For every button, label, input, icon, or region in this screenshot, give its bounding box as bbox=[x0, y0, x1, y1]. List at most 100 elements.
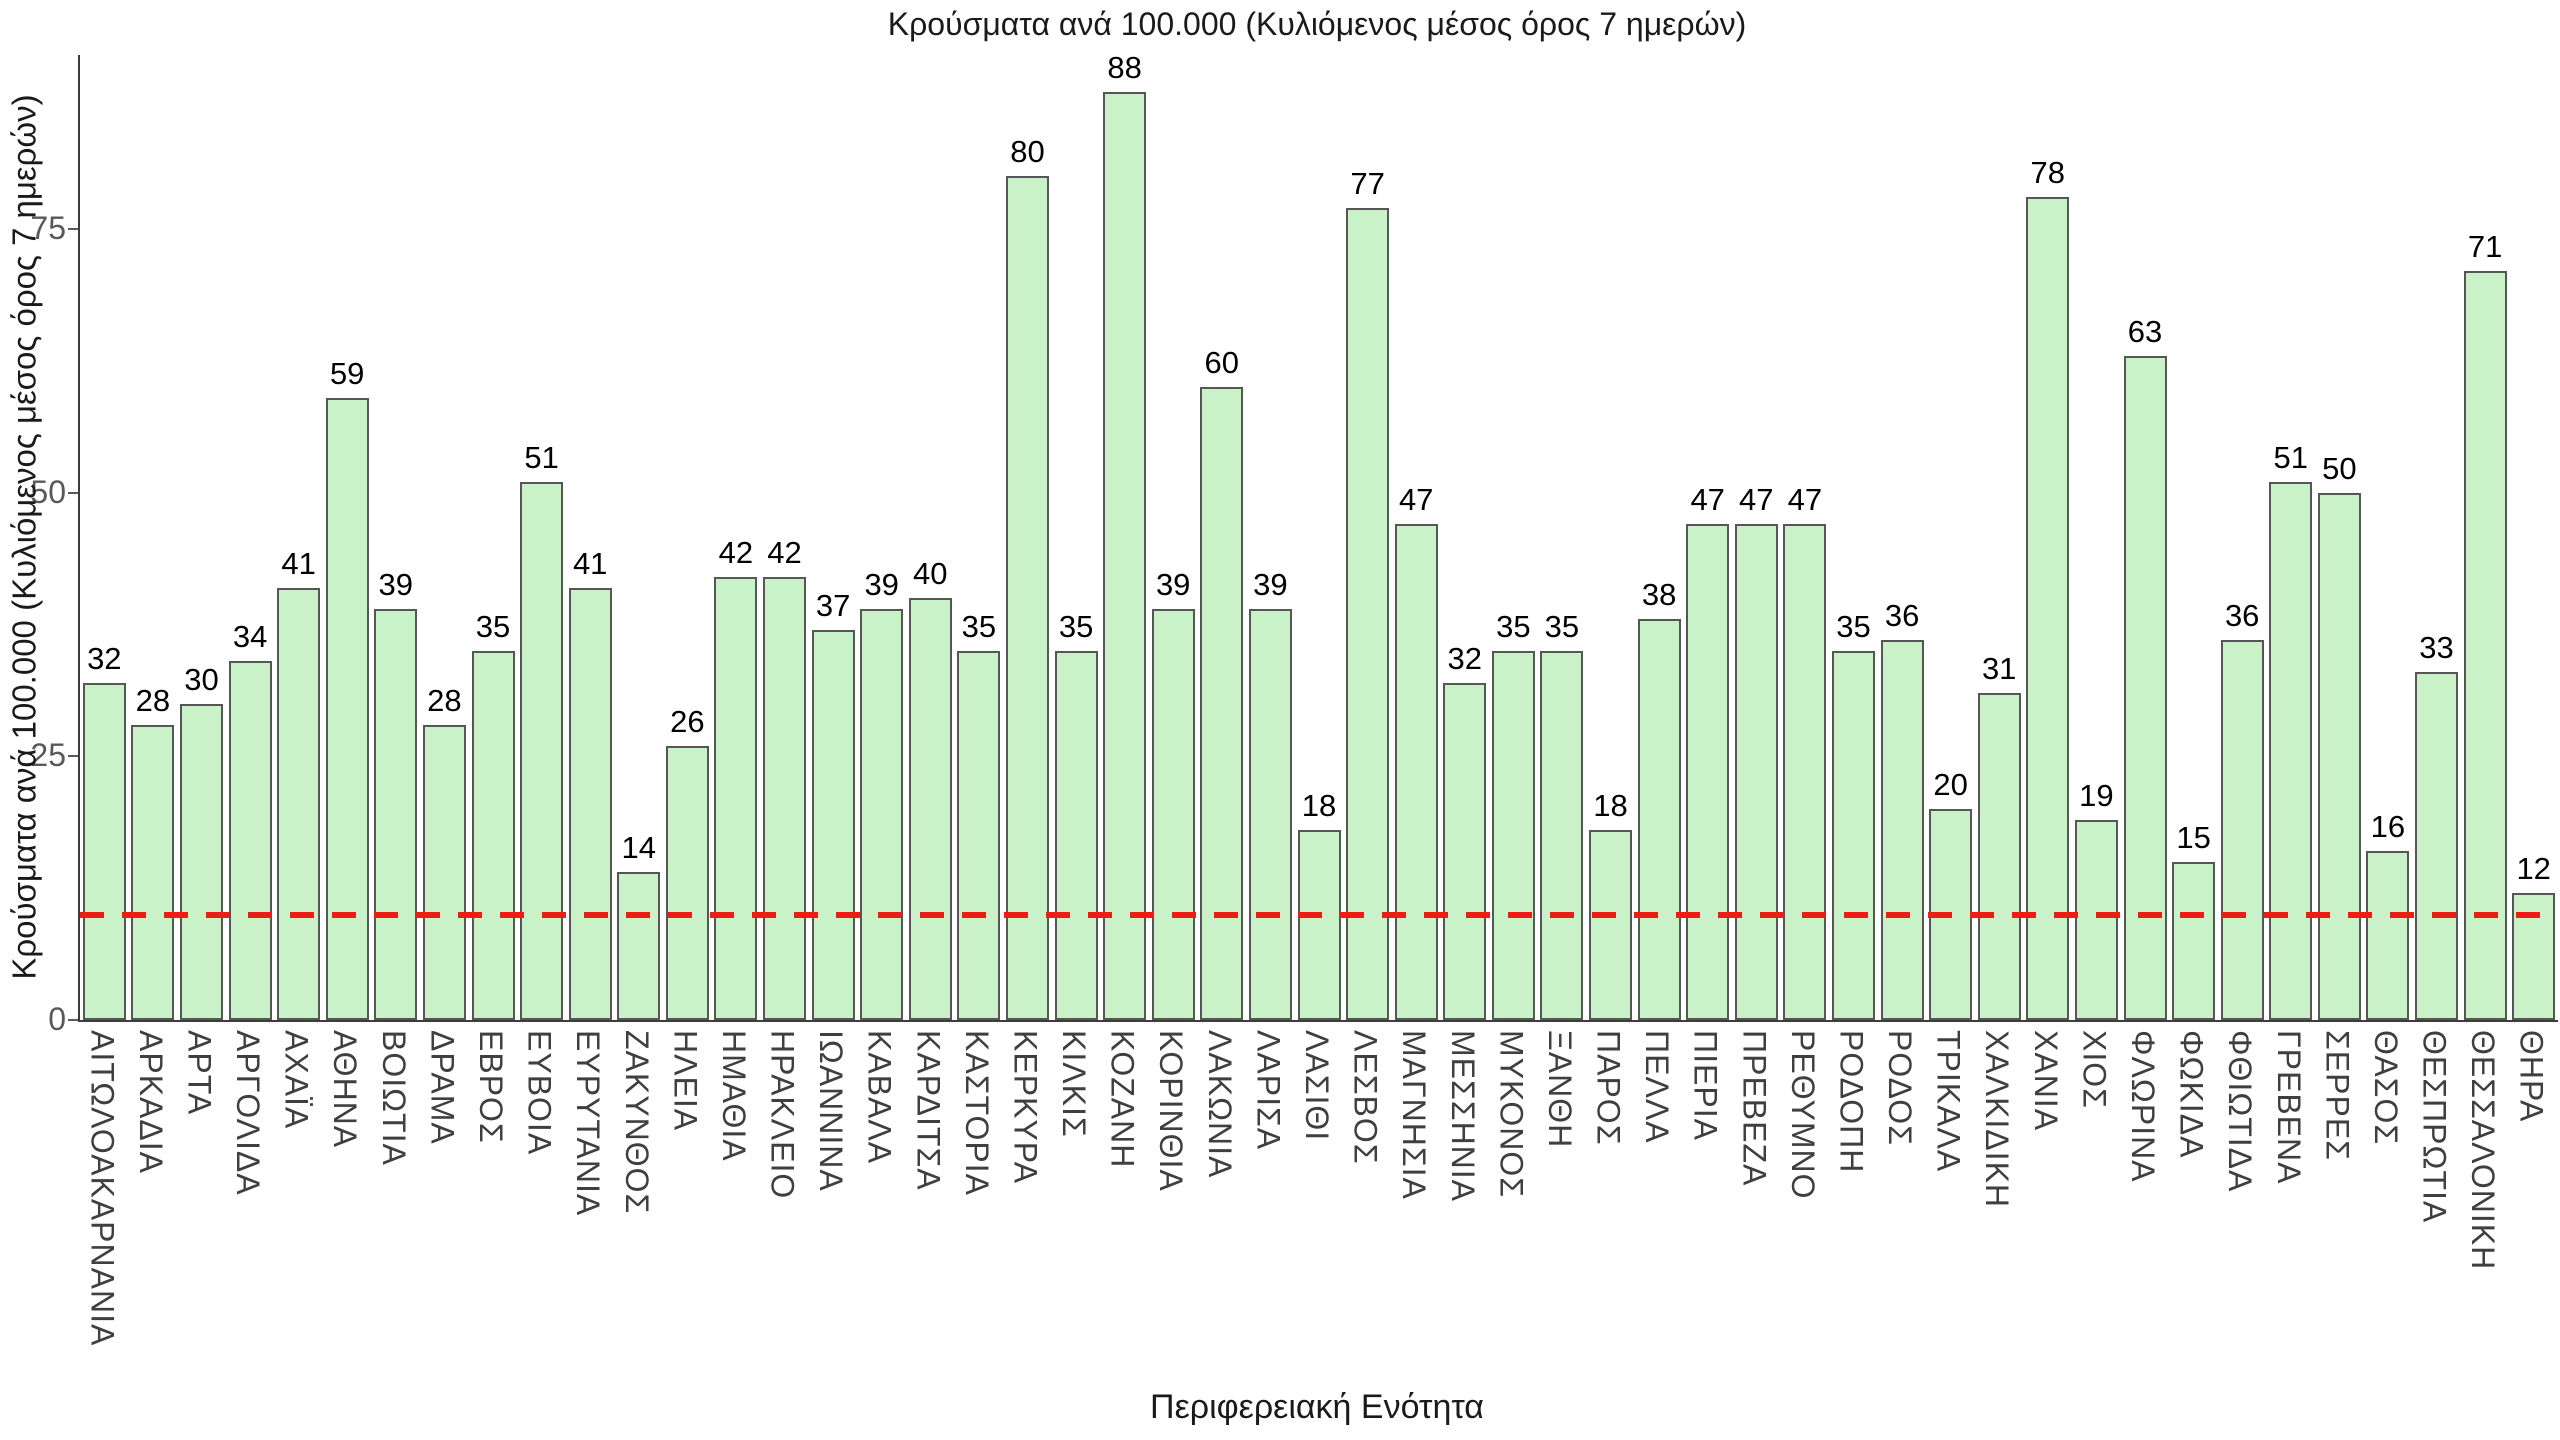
bar-value-label: 47 bbox=[1787, 482, 1823, 517]
x-category-label: ΗΜΑΘΙΑ bbox=[715, 1030, 752, 1162]
bar bbox=[471, 651, 515, 1020]
x-category-label: ΚΑΣΤΟΡΙΑ bbox=[958, 1030, 995, 1196]
x-category-label: ΜΕΣΣΗΝΙΑ bbox=[1444, 1030, 1481, 1203]
x-category-label: ΦΩΚΙΔΑ bbox=[2173, 1030, 2210, 1159]
bar-value-label: 42 bbox=[767, 535, 802, 570]
bar bbox=[1734, 524, 1778, 1020]
bar bbox=[228, 661, 272, 1020]
x-category-label: ΙΩΑΝΝΙΝΑ bbox=[813, 1030, 850, 1192]
bar-value-label: 34 bbox=[232, 619, 268, 654]
bar bbox=[811, 630, 855, 1020]
x-category-label: ΡΟΔΟΣ bbox=[1882, 1030, 1919, 1146]
bar bbox=[2463, 271, 2507, 1020]
y-tick-mark bbox=[68, 228, 78, 230]
bar-value-label: 19 bbox=[2079, 778, 2114, 813]
bar bbox=[1151, 609, 1195, 1020]
bar-value-label: 32 bbox=[1447, 641, 1483, 676]
x-category-label: ΡΕΘΥΜΝΟ bbox=[1784, 1030, 1821, 1200]
bar-value-label: 35 bbox=[1496, 609, 1531, 644]
bar-value-label: 14 bbox=[621, 830, 657, 865]
bar-value-label: 31 bbox=[1981, 651, 2017, 686]
bar bbox=[1006, 176, 1049, 1020]
bar-value-label: 36 bbox=[1884, 598, 1920, 633]
x-category-label: ΜΥΚΟΝΟΣ bbox=[1493, 1030, 1530, 1199]
bar-value-label: 28 bbox=[427, 683, 462, 718]
bar bbox=[277, 588, 321, 1020]
bar bbox=[1054, 651, 1098, 1020]
bar bbox=[2220, 640, 2264, 1020]
bar bbox=[665, 746, 709, 1020]
bar-value-label: 36 bbox=[2224, 598, 2260, 633]
bar bbox=[1977, 693, 2021, 1020]
bar bbox=[325, 398, 369, 1020]
bar-value-label: 35 bbox=[475, 609, 511, 644]
bar-value-label: 33 bbox=[2419, 630, 2454, 665]
bar bbox=[2269, 482, 2313, 1020]
bar-value-label: 20 bbox=[1933, 767, 1968, 802]
x-category-label: ΔΡΑΜΑ bbox=[424, 1030, 461, 1145]
plot-area: 32 28 30 34 41 59 39 28 35 51 41 14 26 42 42 37 39 40 35 80… bbox=[30, 50, 2558, 1037]
bar-value-label: 12 bbox=[2516, 851, 2551, 886]
x-category-label: ΓΡΕΒΕΝΑ bbox=[2270, 1030, 2307, 1185]
bar-value-label: 41 bbox=[281, 546, 316, 581]
x-category-label: ΘΕΣΣΑΛΟΝΙΚΗ bbox=[2465, 1030, 2502, 1271]
bar bbox=[520, 482, 564, 1020]
x-category-label: ΑΡΤΑ bbox=[181, 1030, 218, 1116]
bar-value-label: 60 bbox=[1204, 345, 1240, 380]
y-tick-mark bbox=[68, 755, 78, 758]
x-axis-label: Περιφερειακή Ενότητα bbox=[1150, 1388, 1484, 1426]
bar-value-label: 80 bbox=[1010, 134, 1045, 169]
bar-value-label: 41 bbox=[572, 546, 608, 581]
bar-value-label: 39 bbox=[864, 567, 899, 602]
x-category-label: ΧΙΟΣ bbox=[2076, 1030, 2113, 1109]
bar-value-label: 26 bbox=[670, 704, 705, 739]
bar-value-label: 35 bbox=[1544, 609, 1580, 644]
x-category-label: ΗΡΑΚΛΕΙΟ bbox=[764, 1030, 801, 1200]
x-category-label: ΘΗΡΑ bbox=[2513, 1030, 2550, 1123]
x-category-label: ΚΑΡΔΙΤΣΑ bbox=[910, 1030, 947, 1191]
bar-value-label: 39 bbox=[1155, 567, 1191, 602]
x-category-label: ΖΑΚΥΝΘΟΣ bbox=[618, 1030, 655, 1215]
x-category-label: ΦΘΙΩΤΙΔΑ bbox=[2222, 1030, 2259, 1193]
x-category-label: ΧΑΛΚΙΔΙΚΗ bbox=[1979, 1030, 2016, 1209]
bar-value-label: 39 bbox=[1253, 567, 1288, 602]
bar-value-label: 18 bbox=[1593, 788, 1628, 823]
bar-value-label: 88 bbox=[1107, 50, 1142, 85]
y-tick-label: 25 bbox=[30, 737, 66, 774]
bar bbox=[957, 651, 1001, 1020]
bar-value-label: 35 bbox=[1058, 609, 1094, 644]
x-category-label: ΡΟΔΟΠΗ bbox=[1833, 1030, 1870, 1174]
bar bbox=[1540, 651, 1584, 1020]
x-category-label: ΧΑΝΙΑ bbox=[2027, 1030, 2064, 1132]
bar bbox=[714, 577, 758, 1020]
x-category-label: ΑΡΓΟΛΙΔΑ bbox=[230, 1030, 267, 1196]
x-category-label: ΛΑΡΙΣΑ bbox=[1250, 1030, 1287, 1151]
bar bbox=[617, 872, 661, 1020]
bar-value-label: 47 bbox=[1398, 482, 1434, 517]
bar bbox=[2415, 672, 2458, 1020]
bar bbox=[1443, 683, 1487, 1020]
threshold-line bbox=[80, 911, 2558, 918]
bar bbox=[1832, 651, 1875, 1020]
bar bbox=[82, 683, 126, 1020]
bar bbox=[374, 609, 418, 1020]
bar-value-label: 18 bbox=[1301, 788, 1337, 823]
bar-value-label: 63 bbox=[2127, 314, 2163, 349]
bar bbox=[568, 588, 612, 1020]
bar bbox=[2172, 862, 2216, 1020]
bar-value-label: 32 bbox=[87, 641, 122, 676]
x-category-label: ΒΟΙΩΤΙΑ bbox=[375, 1030, 412, 1166]
bar bbox=[763, 577, 806, 1020]
bar bbox=[1783, 524, 1827, 1020]
bar-value-label: 35 bbox=[961, 609, 997, 644]
bar bbox=[2026, 197, 2070, 1020]
bar bbox=[1103, 92, 1147, 1020]
x-category-label: ΠΕΛΛΑ bbox=[1639, 1030, 1676, 1144]
x-category-label: ΛΑΣΙΘΙ bbox=[1299, 1030, 1335, 1142]
chart-title: Κρούσματα ανά 100.000 (Κυλιόμενος μέσος … bbox=[887, 6, 1747, 42]
bar-value-label: 16 bbox=[2370, 809, 2406, 844]
bar-value-label: 42 bbox=[718, 535, 754, 570]
bar-value-label: 30 bbox=[184, 662, 219, 697]
x-category-label: ΚΑΒΑΛΑ bbox=[861, 1030, 898, 1165]
